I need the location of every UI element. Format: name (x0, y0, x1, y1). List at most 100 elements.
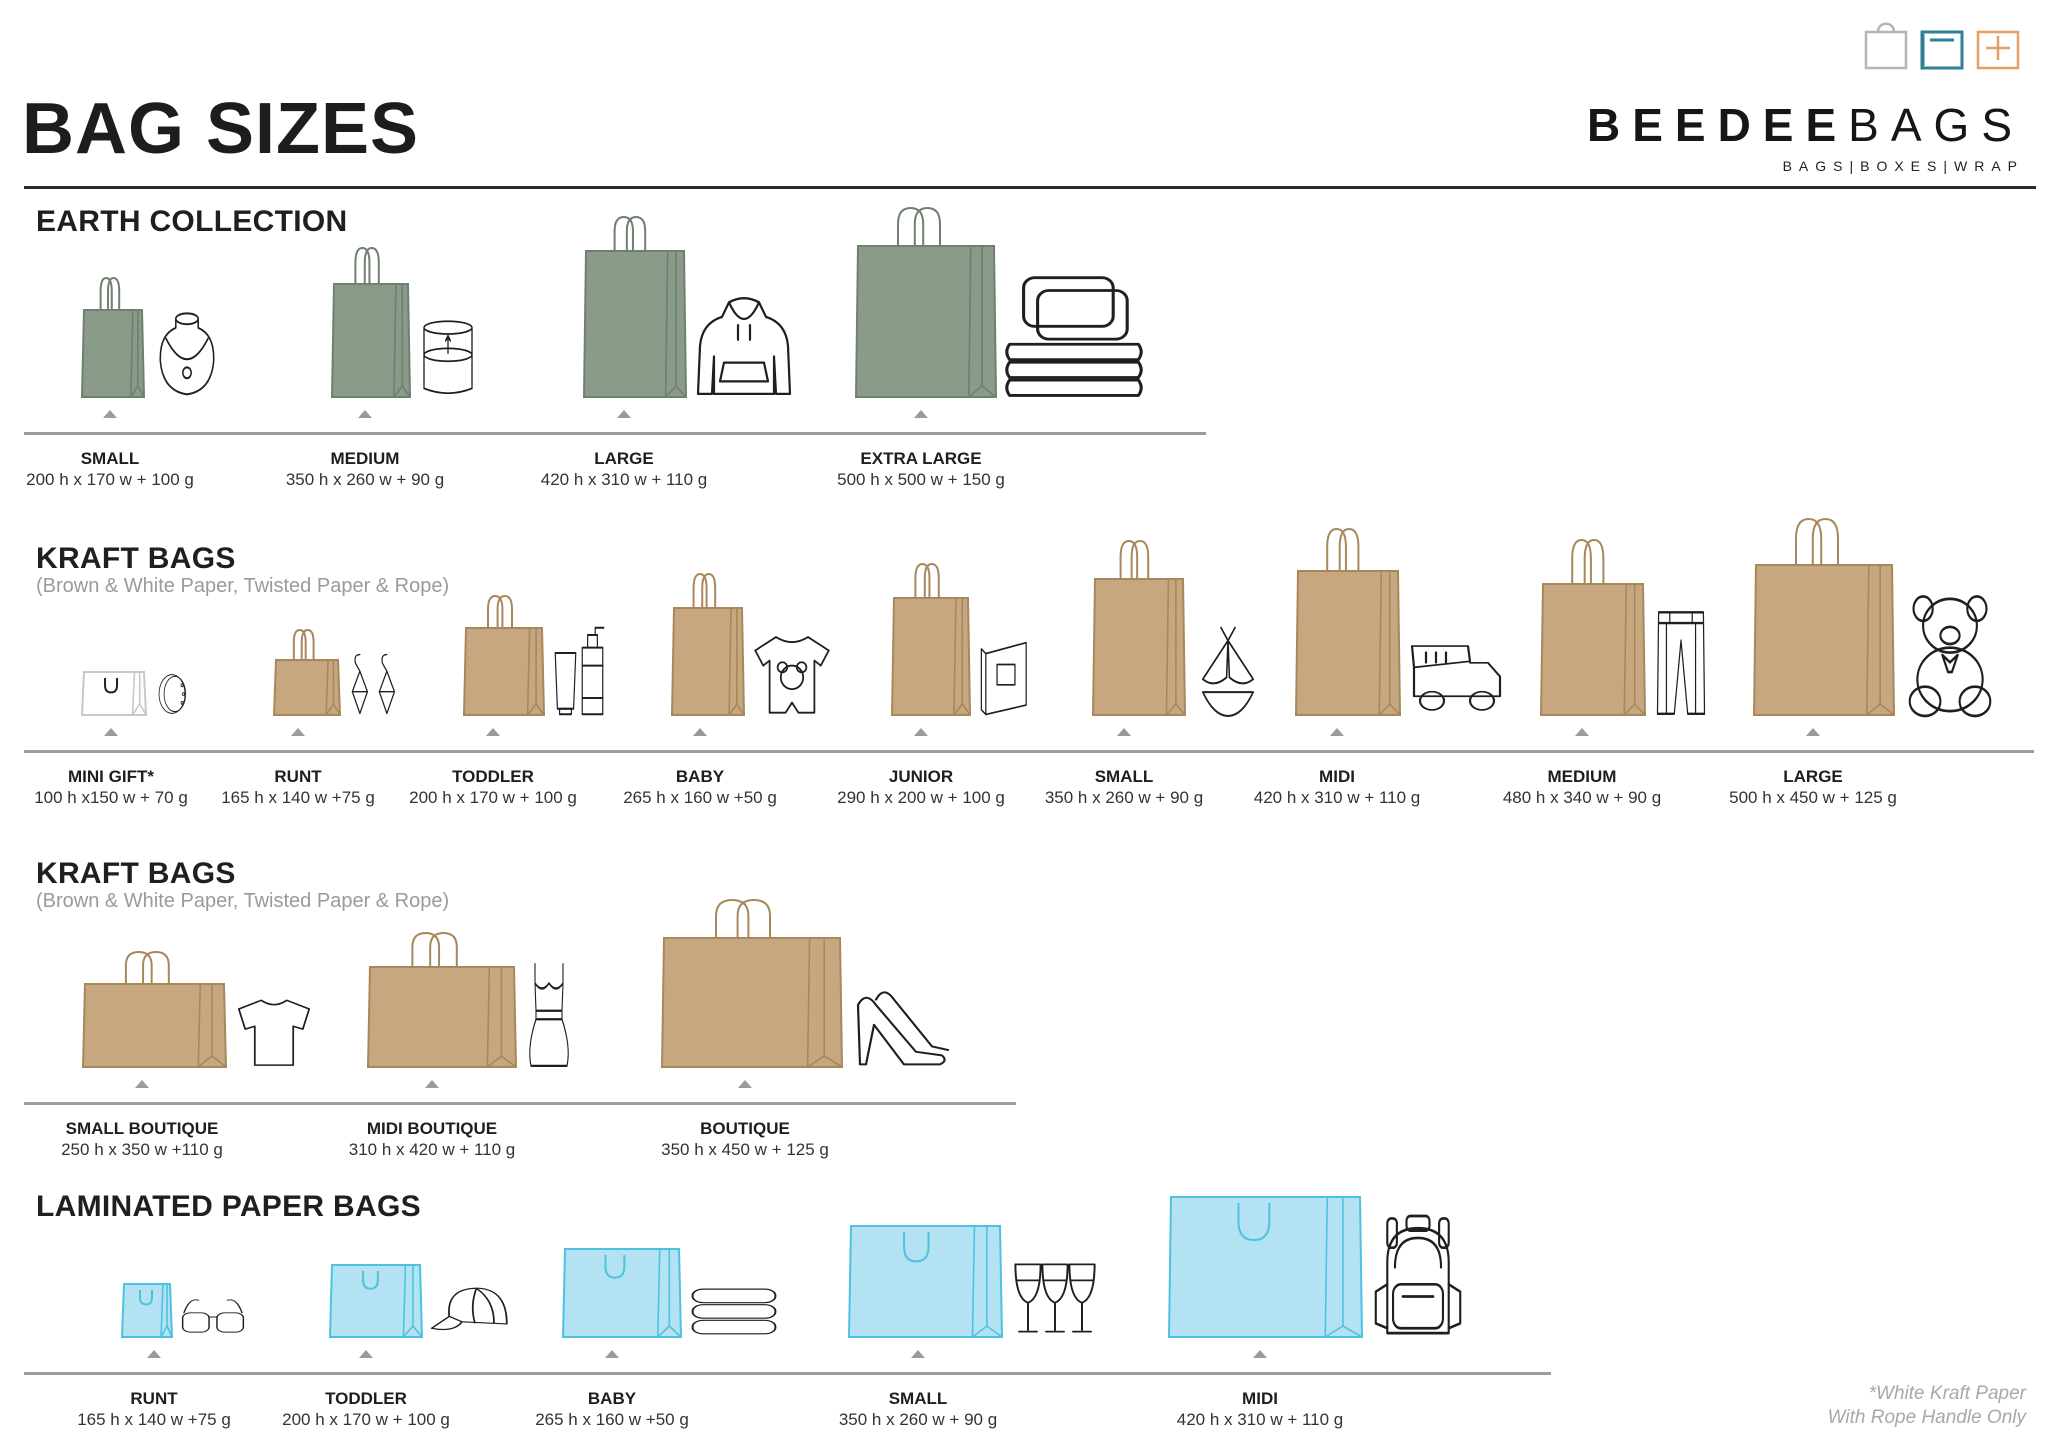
section-title: LAMINATED PAPER BAGS (36, 1190, 421, 1223)
bag-size-label: MEDIUM 480 h x 340 w + 90 g (1503, 766, 1661, 808)
bag-size-dimensions: 265 h x 160 w +50 g (623, 788, 777, 807)
brand-tagline: BAGS|BOXES|WRAP (1782, 158, 2024, 174)
size-pointer-icon (738, 1080, 752, 1088)
necklace-icon (152, 308, 222, 398)
bag-size-label: BABY 265 h x 160 w +50 g (535, 1388, 689, 1430)
section-title: EARTH COLLECTION (36, 205, 348, 238)
bag-size-label: RUNT 165 h x 140 w +75 g (221, 766, 375, 808)
section-subtitle: (Brown & White Paper, Twisted Paper & Ro… (36, 890, 450, 912)
bag-size-name: BABY (675, 767, 725, 786)
brand-name-bold: BEEDEE (1587, 99, 1849, 151)
high-heels-icon (850, 978, 950, 1068)
bag-size-name: BABY (587, 1389, 637, 1408)
wine-glasses-icon (1010, 1258, 1100, 1338)
bracelet-icon (154, 672, 190, 716)
size-pointer-icon (1806, 728, 1820, 736)
section-baseline (24, 432, 1206, 435)
bag-illustration (1294, 527, 1402, 716)
bedding-icon (1004, 270, 1144, 398)
bag-size-dimensions: 165 h x 140 w +75 g (77, 1410, 231, 1429)
bag-size-name: SMALL (80, 449, 140, 468)
bag-size-label: TODDLER 200 h x 170 w + 100 g (282, 1388, 450, 1430)
bag-illustration (81, 950, 228, 1068)
bag-size-dimensions: 165 h x 140 w +75 g (221, 788, 375, 807)
bag-illustration (1752, 517, 1896, 716)
bag-illustration (582, 215, 688, 398)
bag-size-label: SMALL 350 h x 260 w + 90 g (1045, 766, 1203, 808)
bag-size-label: MINI GIFT* 100 h x150 w + 70 g (34, 766, 188, 808)
size-pointer-icon (104, 728, 118, 736)
bag-illustration (660, 898, 844, 1068)
bag-size-dimensions: 350 h x 260 w + 90 g (838, 1410, 998, 1429)
size-pointer-icon (617, 410, 631, 418)
footnote: *White Kraft Paper With Rope Handle Only (1828, 1382, 2026, 1430)
box-minus-icon (1920, 30, 1964, 70)
bag-size-name: LARGE (1783, 767, 1843, 786)
brand-icons (1864, 18, 2020, 70)
size-pointer-icon (486, 728, 500, 736)
bag-size-name: SMALL BOUTIQUE (65, 1119, 219, 1138)
bag-size-label: RUNT 165 h x 140 w +75 g (77, 1388, 231, 1430)
bag-size-name: SMALL (1094, 767, 1154, 786)
bag-illustration (328, 1264, 424, 1338)
bag-illustration (462, 594, 546, 716)
bag-size-label: BABY 265 h x 160 w +50 g (623, 766, 777, 808)
size-pointer-icon (1330, 728, 1344, 736)
baby-onesie-icon (752, 632, 832, 716)
bag-size-name: MIDI (1319, 767, 1355, 786)
bag-illustration (272, 628, 342, 716)
bag-size-dimensions: 250 h x 350 w +110 g (61, 1140, 223, 1159)
bag-size-dimensions: 500 h x 500 w + 150 g (837, 470, 1005, 489)
bag-size-name: MIDI BOUTIQUE (366, 1119, 498, 1138)
bag-size-name: EXTRA LARGE (860, 449, 982, 468)
bag-size-label: MIDI 420 h x 310 w + 110 g (1177, 1388, 1344, 1430)
size-pointer-icon (1253, 1350, 1267, 1358)
size-pointer-icon (911, 1350, 925, 1358)
bag-size-dimensions: 480 h x 340 w + 90 g (1502, 788, 1662, 807)
bag-size-name: JUNIOR (888, 767, 954, 786)
bag-size-dimensions: 200 h x 170 w + 100 g (282, 1410, 450, 1429)
earrings-icon (348, 652, 402, 716)
bag-illustration (80, 671, 148, 716)
bag-size-label: MEDIUM 350 h x 260 w + 90 g (286, 448, 444, 490)
bag-size-dimensions: 200 h x 170 w + 100 g (409, 788, 577, 807)
size-pointer-icon (425, 1080, 439, 1088)
page-title: BAG SIZES (22, 89, 420, 169)
bag-size-name: BOUTIQUE (700, 1119, 790, 1138)
bikini-icon (1193, 624, 1263, 718)
bag-size-label: BOUTIQUE 350 h x 450 w + 125 g (661, 1118, 829, 1160)
backpack-icon (1370, 1214, 1466, 1338)
bag-size-name: RUNT (274, 767, 322, 786)
size-pointer-icon (914, 410, 928, 418)
bag-size-label: SMALL BOUTIQUE 250 h x 350 w +110 g (61, 1118, 223, 1160)
box-plus-icon (1976, 30, 2020, 70)
size-pointer-icon (103, 410, 117, 418)
bag-illustration (854, 206, 998, 398)
section-baseline (24, 1102, 1016, 1105)
brand-name-light: BAGS (1848, 99, 2024, 151)
sunglasses-icon (180, 1296, 246, 1338)
bag-size-name: MINI GIFT* (68, 767, 154, 786)
size-pointer-icon (135, 1080, 149, 1088)
section-subtitle: (Brown & White Paper, Twisted Paper & Ro… (36, 575, 450, 597)
size-pointer-icon (147, 1350, 161, 1358)
bag-size-name: MIDI (1242, 1389, 1278, 1408)
bag-size-name: SMALL (888, 1389, 948, 1408)
bag-size-name: RUNT (130, 1389, 178, 1408)
bag-illustration (366, 931, 518, 1068)
bag-size-dimensions: 350 h x 260 w + 90 g (285, 470, 445, 489)
bag-size-dimensions: 350 h x 450 w + 125 g (661, 1140, 829, 1159)
section-baseline (24, 750, 2034, 753)
bag-size-dimensions: 100 h x150 w + 70 g (34, 788, 188, 807)
bag-illustration (1167, 1196, 1364, 1338)
bag-illustration (890, 562, 972, 716)
candle-icon (418, 318, 478, 398)
bag-size-dimensions: 420 h x 310 w + 110 g (1176, 1410, 1344, 1429)
bag-illustration (330, 246, 412, 398)
bag-size-label: SMALL 200 h x 170 w + 100 g (26, 448, 194, 490)
tshirt-icon (234, 996, 314, 1068)
cosmetics-icon (552, 626, 606, 716)
brand-logo: BEEDEEBAGS BAGS|BOXES|WRAP (1587, 18, 2034, 174)
bag-size-dimensions: 200 h x 170 w + 100 g (26, 470, 194, 489)
book-icon (978, 638, 1034, 716)
